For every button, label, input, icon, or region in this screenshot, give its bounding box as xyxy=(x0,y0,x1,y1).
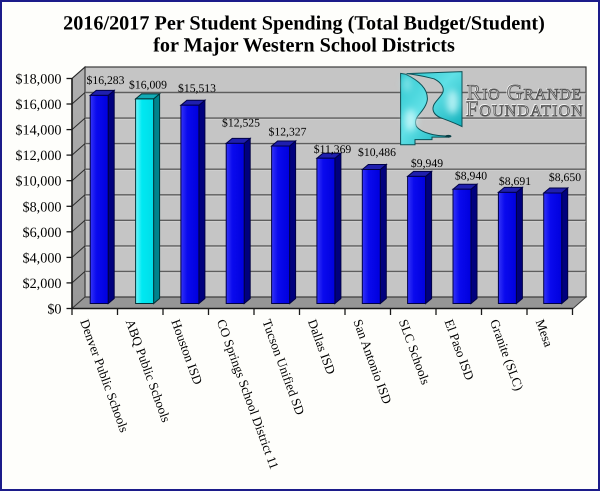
svg-text:$8,940: $8,940 xyxy=(455,169,487,182)
svg-text:$10,486: $10,486 xyxy=(358,146,396,159)
svg-text:$18,000: $18,000 xyxy=(15,72,61,88)
svg-text:$2,000: $2,000 xyxy=(22,276,61,292)
svg-text:$16,283: $16,283 xyxy=(87,74,125,87)
svg-text:for Major Western School Distr: for Major Western School Districts xyxy=(153,35,455,57)
svg-text:$12,525: $12,525 xyxy=(222,116,260,129)
svg-text:$10,000: $10,000 xyxy=(15,174,61,190)
svg-text:$6,000: $6,000 xyxy=(22,225,61,241)
svg-text:$16,009: $16,009 xyxy=(129,79,167,92)
svg-text:$11,369: $11,369 xyxy=(314,143,352,156)
svg-text:$8,691: $8,691 xyxy=(499,175,531,188)
svg-text:$16,000: $16,000 xyxy=(15,97,61,113)
svg-text:$8,650: $8,650 xyxy=(549,171,581,184)
svg-text:$9,949: $9,949 xyxy=(411,157,443,170)
svg-text:$4,000: $4,000 xyxy=(22,250,61,266)
svg-text:$12,000: $12,000 xyxy=(15,148,61,164)
svg-text:$8,000: $8,000 xyxy=(22,199,61,215)
svg-text:$15,513: $15,513 xyxy=(178,82,216,95)
svg-text:$0: $0 xyxy=(47,302,61,318)
svg-text:$12,327: $12,327 xyxy=(269,126,307,139)
svg-text:$14,000: $14,000 xyxy=(15,123,61,139)
svg-text:2016/2017 Per Student Spending: 2016/2017 Per Student Spending (Total Bu… xyxy=(63,13,545,35)
